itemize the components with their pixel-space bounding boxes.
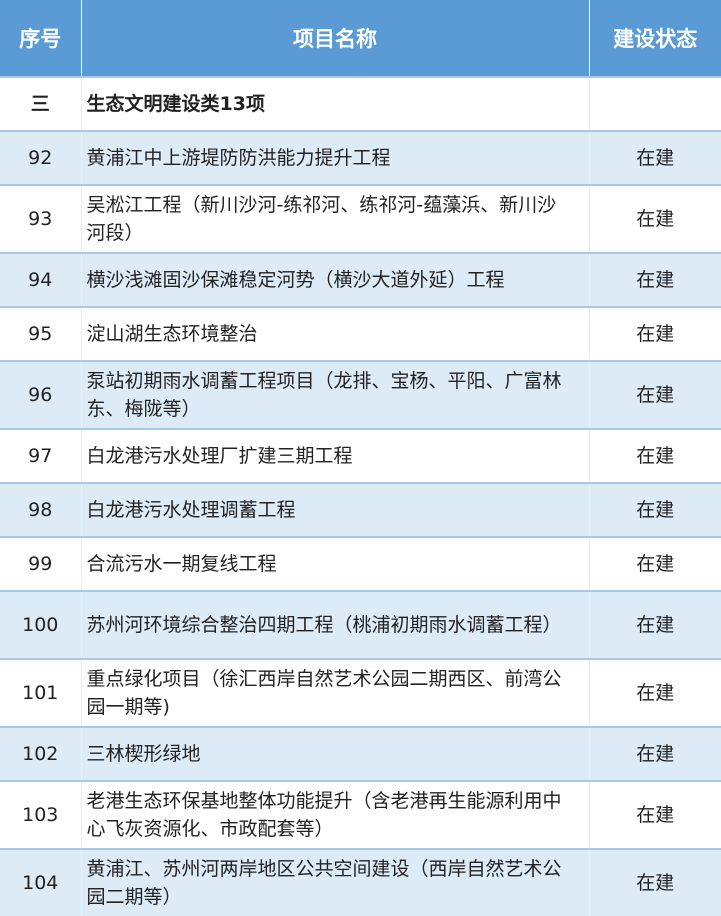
table-row: 95 淀山湖生态环境整治 在建 (0, 306, 721, 361)
table-row: 92 黄浦江中上游堤防防洪能力提升工程 在建 (0, 130, 721, 185)
row-index: 96 (0, 360, 82, 429)
row-name: 黄浦江中上游堤防防洪能力提升工程 (81, 130, 590, 185)
row-status: 在建 (589, 590, 721, 659)
section-status (589, 76, 721, 131)
row-status: 在建 (589, 780, 721, 849)
table-row: 98 白龙港污水处理调蓄工程 在建 (0, 482, 721, 537)
table-row: 93 吴淞江工程（新川沙河-练祁河、练祁河-蕴藻浜、新川沙河段） 在建 (0, 184, 721, 253)
row-status: 在建 (589, 130, 721, 185)
row-index: 94 (0, 252, 82, 307)
row-index: 92 (0, 130, 82, 185)
row-status: 在建 (589, 184, 721, 253)
row-name: 白龙港污水处理调蓄工程 (81, 482, 590, 537)
row-index: 98 (0, 482, 82, 537)
header-status: 建设状态 (589, 0, 721, 77)
section-index: 三 (0, 76, 82, 131)
row-name: 老港生态环保基地整体功能提升（含老港再生能源利用中心飞灰资源化、市政配套等） (81, 780, 590, 849)
table-row: 99 合流污水一期复线工程 在建 (0, 536, 721, 591)
row-status: 在建 (589, 482, 721, 537)
section-title: 生态文明建设类13项 (81, 76, 590, 131)
row-name: 白龙港污水处理厂扩建三期工程 (81, 428, 590, 483)
row-name: 重点绿化项目（徐汇西岸自然艺术公园二期西区、前湾公园一期等) (81, 658, 590, 727)
table-row: 101 重点绿化项目（徐汇西岸自然艺术公园二期西区、前湾公园一期等) 在建 (0, 658, 721, 727)
row-status: 在建 (589, 536, 721, 591)
table-header: 序号 项目名称 建设状态 (0, 0, 721, 77)
row-index: 100 (0, 590, 82, 659)
row-name: 三林楔形绿地 (81, 726, 590, 781)
row-index: 102 (0, 726, 82, 781)
row-name: 黄浦江、苏州河两岸地区公共空间建设（西岸自然艺术公园二期等） (81, 848, 590, 916)
row-name: 淀山湖生态环境整治 (81, 306, 590, 361)
row-name: 泵站初期雨水调蓄工程项目（龙排、宝杨、平阳、广富林东、梅陇等） (81, 360, 590, 429)
row-status: 在建 (589, 848, 721, 916)
row-status: 在建 (589, 428, 721, 483)
row-name: 吴淞江工程（新川沙河-练祁河、练祁河-蕴藻浜、新川沙河段） (81, 184, 590, 253)
row-index: 104 (0, 848, 82, 916)
section-row: 三 生态文明建设类13项 (0, 76, 721, 131)
row-index: 101 (0, 658, 82, 727)
table-row: 96 泵站初期雨水调蓄工程项目（龙排、宝杨、平阳、广富林东、梅陇等） 在建 (0, 360, 721, 429)
table-row: 102 三林楔形绿地 在建 (0, 726, 721, 781)
table-row: 104 黄浦江、苏州河两岸地区公共空间建设（西岸自然艺术公园二期等） 在建 (0, 848, 721, 916)
row-index: 99 (0, 536, 82, 591)
table-row: 94 横沙浅滩固沙保滩稳定河势（横沙大道外延）工程 在建 (0, 252, 721, 307)
row-status: 在建 (589, 658, 721, 727)
header-name: 项目名称 (81, 0, 590, 77)
row-status: 在建 (589, 726, 721, 781)
row-name: 合流污水一期复线工程 (81, 536, 590, 591)
header-index: 序号 (0, 0, 82, 77)
row-status: 在建 (589, 360, 721, 429)
table-row: 97 白龙港污水处理厂扩建三期工程 在建 (0, 428, 721, 483)
row-index: 103 (0, 780, 82, 849)
row-index: 93 (0, 184, 82, 253)
row-index: 97 (0, 428, 82, 483)
row-name: 横沙浅滩固沙保滩稳定河势（横沙大道外延）工程 (81, 252, 590, 307)
row-index: 95 (0, 306, 82, 361)
row-status: 在建 (589, 306, 721, 361)
row-name: 苏州河环境综合整治四期工程（桃浦初期雨水调蓄工程） (81, 590, 590, 659)
row-status: 在建 (589, 252, 721, 307)
table-row: 100 苏州河环境综合整治四期工程（桃浦初期雨水调蓄工程） 在建 (0, 590, 721, 659)
table-row: 103 老港生态环保基地整体功能提升（含老港再生能源利用中心飞灰资源化、市政配套等… (0, 780, 721, 849)
